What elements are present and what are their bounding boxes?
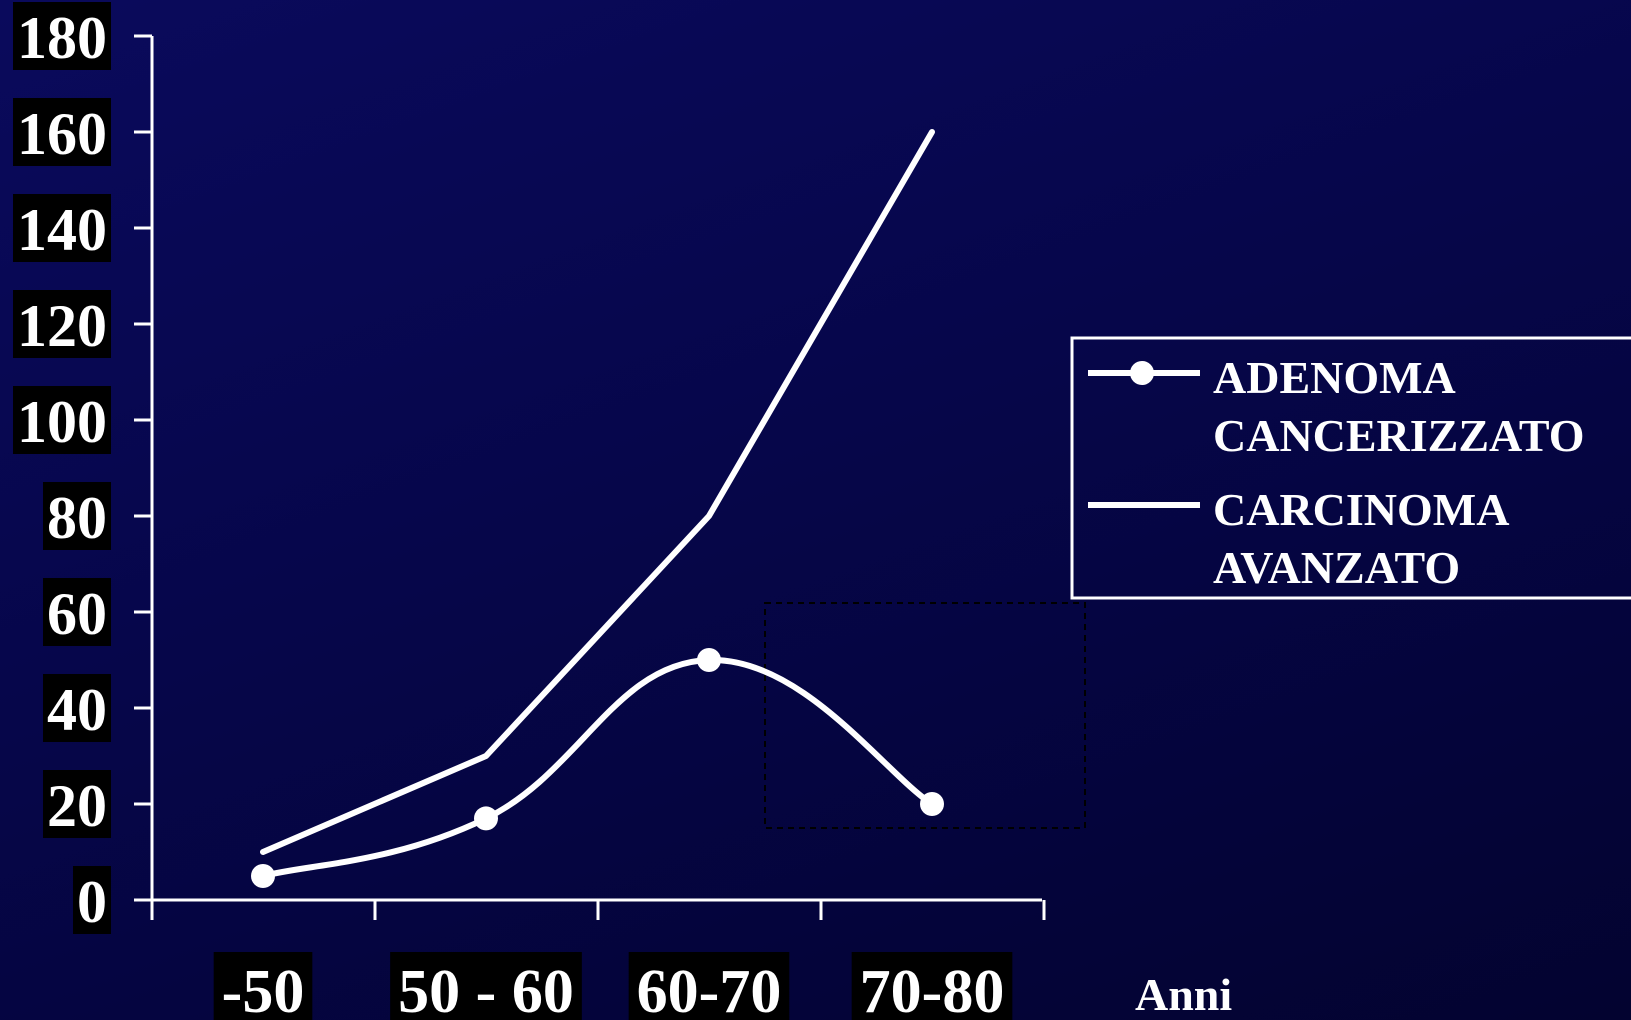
x-tick-label: 60-70 bbox=[637, 958, 782, 1020]
series-line-1 bbox=[260, 656, 935, 879]
y-axis: 0 20 40 60 80 100 120 140 160 180 bbox=[13, 2, 154, 935]
y-tick-label: 0 bbox=[77, 869, 107, 935]
x-tick-label-box bbox=[213, 952, 313, 1020]
x-axis-title-layer: Anni bbox=[1135, 969, 1232, 1020]
y-tick-label: 180 bbox=[17, 5, 107, 71]
y-tick-label: 80 bbox=[47, 485, 107, 551]
y-tick-label: 40 bbox=[47, 677, 107, 743]
x-tick-label-box bbox=[390, 952, 582, 1020]
annotation-dashed-box bbox=[764, 602, 1086, 829]
x-tick-label-box bbox=[628, 952, 790, 1020]
y-tick-label-box bbox=[13, 386, 111, 454]
series-1-point bbox=[697, 648, 721, 672]
series-layer bbox=[251, 129, 944, 888]
y-tick-label-box bbox=[13, 194, 111, 262]
legend-label: CANCERIZZATO bbox=[1213, 410, 1584, 461]
y-tick-label-box bbox=[43, 578, 111, 646]
legend-label: AVANZATO bbox=[1213, 542, 1460, 593]
y-tick-label-box bbox=[43, 770, 111, 838]
y-tick-label-box bbox=[13, 98, 111, 166]
y-tick-label: 140 bbox=[17, 197, 107, 263]
legend-box bbox=[1070, 336, 1631, 600]
x-tick-label: 50 - 60 bbox=[398, 958, 574, 1020]
y-tick-label: 120 bbox=[17, 293, 107, 359]
series-1-point bbox=[251, 864, 275, 888]
series-1-point bbox=[920, 792, 944, 816]
y-tick-label-box bbox=[13, 2, 111, 70]
x-axis-title: Anni bbox=[1135, 969, 1232, 1020]
x-axis: -50 50 - 60 60-70 70-80 bbox=[150, 898, 1046, 1020]
y-tick-label-box bbox=[73, 866, 111, 934]
y-tick-label: 20 bbox=[47, 773, 107, 839]
y-tick-label: 60 bbox=[47, 581, 107, 647]
legend: ADENOMA CANCERIZZATO CARCINOMA AVANZATO bbox=[1070, 336, 1631, 600]
legend-label: ADENOMA bbox=[1213, 352, 1456, 403]
legend-sample-marker bbox=[1130, 361, 1154, 385]
legend-label: CARCINOMA bbox=[1213, 484, 1509, 535]
y-tick-label: 100 bbox=[17, 389, 107, 455]
x-tick-label-box bbox=[851, 952, 1013, 1020]
series-line-2 bbox=[260, 129, 935, 855]
x-tick-label: 70-80 bbox=[860, 958, 1005, 1020]
series-1-point bbox=[474, 806, 498, 831]
y-tick-label: 160 bbox=[17, 101, 107, 167]
y-tick-label-box bbox=[13, 290, 111, 358]
y-tick-label-box bbox=[43, 674, 111, 742]
y-tick-label-box bbox=[43, 482, 111, 550]
x-tick-label: -50 bbox=[222, 958, 305, 1020]
